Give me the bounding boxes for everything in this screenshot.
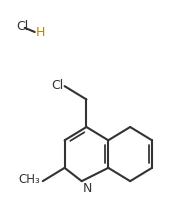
Text: N: N <box>83 182 93 195</box>
Text: CH₃: CH₃ <box>18 173 40 186</box>
Text: H: H <box>36 26 45 40</box>
Text: Cl: Cl <box>16 20 28 33</box>
Text: Cl: Cl <box>51 79 64 92</box>
